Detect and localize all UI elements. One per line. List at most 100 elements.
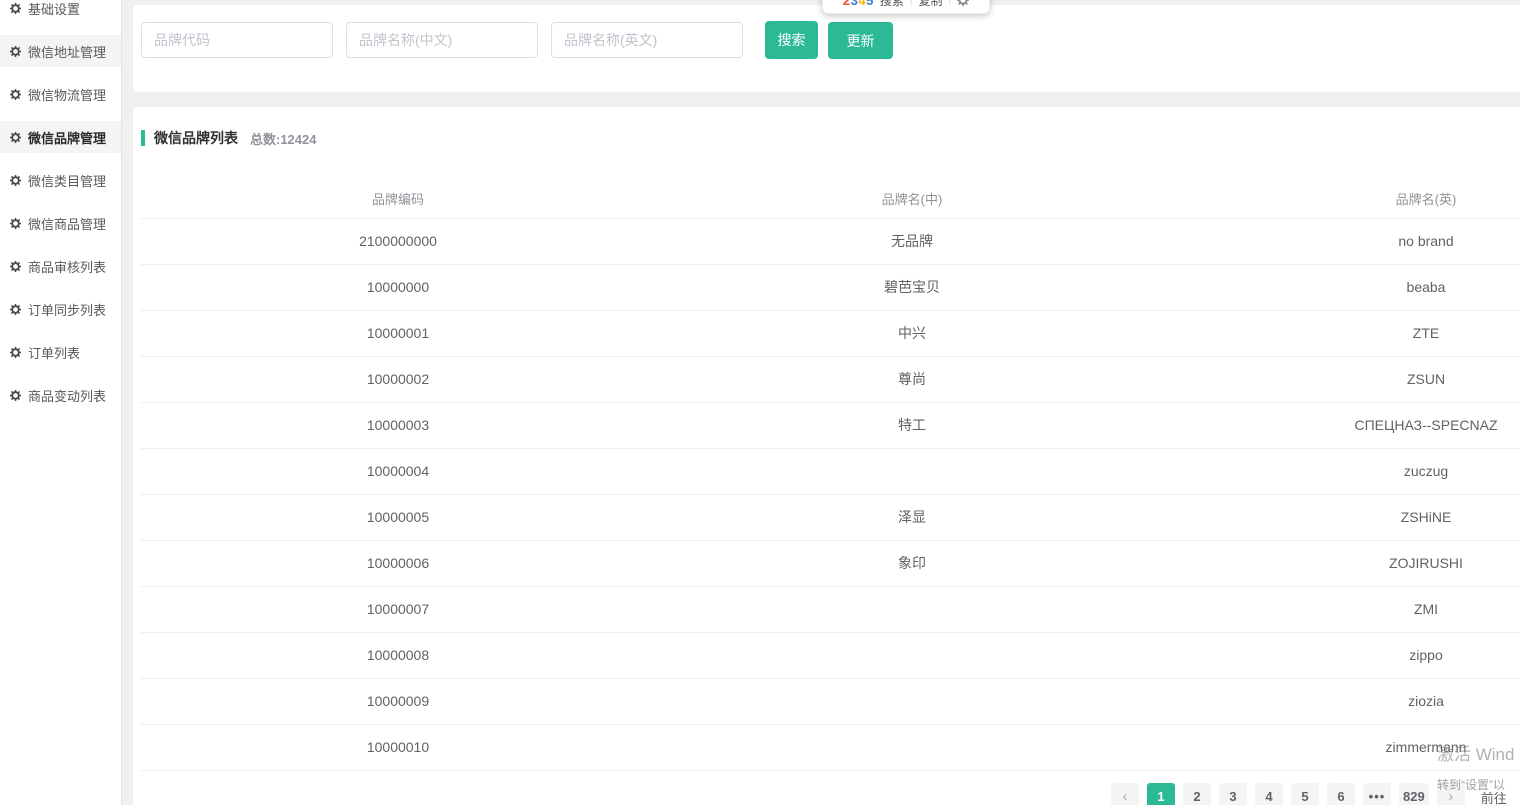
table-cell: СПЕЦНАЗ--SPECNAZ — [1169, 402, 1520, 449]
sidebar-item[interactable]: 微信品牌管理 — [0, 121, 121, 153]
page-button[interactable]: 6 — [1327, 783, 1355, 805]
pagination: ‹ 1 2 3 4 5 6 ••• 829 › 前往 — [1107, 783, 1507, 805]
panel-title-text: 微信品牌列表 — [154, 130, 238, 146]
sidebar: 基础设置 微信地址管理 微信物流管理 微信品牌管理 微信类目管理 微信商品管理 … — [0, 0, 122, 805]
sidebar-item-label: 微信物流管理 — [28, 87, 107, 103]
table-cell: 10000000 — [141, 264, 655, 311]
gear-icon — [10, 88, 21, 100]
gear-icon — [10, 131, 21, 143]
table-cell: 10000010 — [141, 724, 655, 771]
sidebar-item[interactable]: 微信地址管理 — [0, 35, 121, 67]
table-row: 10000005 泽显 ZSHiNE — [141, 494, 1520, 541]
page-button[interactable]: 2 — [1183, 783, 1211, 805]
sidebar-item-label: 微信地址管理 — [28, 44, 107, 60]
table-row: 10000008 zippo — [141, 632, 1520, 679]
ext-search-action[interactable]: 搜索 — [879, 0, 904, 8]
gear-icon — [10, 174, 21, 186]
sidebar-item-label: 商品变动列表 — [28, 388, 107, 404]
sidebar-item[interactable]: 微信类目管理 — [0, 164, 121, 196]
main-content: 搜索 更新 微信品牌列表 总数:12424 品牌编码 品牌名(中) 品牌名(英)… — [133, 5, 1520, 805]
brand-table-head: 品牌编码 品牌名(中) 品牌名(英) — [141, 180, 1520, 219]
table-cell: ZMI — [1169, 586, 1520, 633]
sidebar-item[interactable]: 商品变动列表 — [0, 379, 121, 411]
brand-code-input[interactable] — [141, 22, 333, 58]
page-button[interactable]: 3 — [1219, 783, 1247, 805]
col-header-brand-code: 品牌编码 — [141, 180, 655, 219]
ext-separator: | — [948, 0, 952, 6]
table-cell: 10000004 — [141, 448, 655, 495]
page-button[interactable]: 4 — [1255, 783, 1283, 805]
table-cell: 10000006 — [141, 540, 655, 587]
table-cell: ZSUN — [1169, 356, 1520, 403]
brand-table: 品牌编码 品牌名(中) 品牌名(英) 2100000000 无品牌 no brand… — [141, 180, 1520, 771]
next-page-button[interactable]: › — [1436, 783, 1465, 805]
brand-name-cn-input[interactable] — [346, 22, 538, 58]
brand-list-panel: 微信品牌列表 总数:12424 品牌编码 品牌名(中) 品牌名(英) 21000… — [133, 107, 1520, 805]
sidebar-item[interactable]: 微信物流管理 — [0, 78, 121, 110]
table-header-row: 品牌编码 品牌名(中) 品牌名(英) — [141, 180, 1520, 219]
brand-name-en-input[interactable] — [551, 22, 743, 58]
gear-icon — [10, 303, 21, 315]
page-button[interactable]: 1 — [1147, 783, 1175, 805]
table-row: 2100000000 无品牌 no brand — [141, 218, 1520, 265]
table-cell: 中兴 — [655, 310, 1169, 357]
search-button[interactable]: 搜索 — [765, 21, 818, 59]
table-cell: 10000009 — [141, 678, 655, 725]
table-cell: zippo — [1169, 632, 1520, 679]
sidebar-item-label: 订单同步列表 — [28, 302, 107, 318]
table-cell: ZSHiNE — [1169, 494, 1520, 541]
prev-page-button[interactable]: ‹ — [1111, 783, 1139, 805]
table-cell: beaba — [1169, 264, 1520, 311]
sidebar-item-label: 订单列表 — [28, 345, 81, 361]
table-cell: ziozia — [1169, 678, 1520, 725]
sidebar-item-label: 微信商品管理 — [28, 216, 107, 232]
brand-table-body: 2100000000 无品牌 no brand 10000000 碧芭宝贝 beaba 10… — [141, 218, 1520, 771]
sidebar-item-label: 基础设置 — [28, 1, 81, 17]
ext-copy-action[interactable]: 复制 — [918, 0, 943, 8]
sidebar-menu: 基础设置 微信地址管理 微信物流管理 微信品牌管理 微信类目管理 微信商品管理 … — [0, 0, 121, 411]
ext-2345-logo: 2345 — [843, 0, 874, 8]
sidebar-item[interactable]: 商品审核列表 — [0, 250, 121, 282]
gear-icon — [10, 260, 21, 272]
ext-gear-slot[interactable] — [957, 0, 970, 6]
page-button[interactable]: 829 — [1399, 783, 1429, 805]
more-pages-button[interactable]: ••• — [1363, 783, 1391, 805]
title-accent-bar — [141, 130, 145, 146]
ext-separator: | — [909, 0, 913, 6]
table-cell: 特工 — [655, 402, 1169, 449]
table-cell: 泽显 — [655, 494, 1169, 541]
update-button[interactable]: 更新 — [828, 22, 893, 59]
ext-logo-letter: 3 — [850, 0, 859, 8]
gear-icon — [10, 2, 21, 14]
panel-title: 微信品牌列表 总数:12424 — [141, 128, 316, 148]
table-cell: 无品牌 — [655, 218, 1169, 265]
gear-icon — [957, 0, 970, 6]
table-cell: 10000002 — [141, 356, 655, 403]
table-cell — [655, 632, 1169, 679]
col-header-brand-name-en: 品牌名(英) — [1169, 180, 1520, 219]
ext-logo-letter: 5 — [866, 0, 874, 8]
sidebar-item[interactable]: 微信商品管理 — [0, 207, 121, 239]
table-row: 10000003 特工 СПЕЦНАЗ--SPECNAZ — [141, 402, 1520, 449]
page-button[interactable]: 5 — [1291, 783, 1319, 805]
page-jumper-label: 前往 — [1480, 790, 1507, 805]
ext-logo-letter: 2 — [842, 0, 851, 8]
sidebar-item[interactable]: 订单列表 — [0, 336, 121, 368]
table-row: 10000002 尊尚 ZSUN — [141, 356, 1520, 403]
sidebar-item[interactable]: 基础设置 — [0, 0, 121, 24]
col-header-brand-name-cn: 品牌名(中) — [655, 180, 1169, 219]
table-cell — [655, 678, 1169, 725]
table-cell: 10000001 — [141, 310, 655, 357]
sidebar-item[interactable]: 订单同步列表 — [0, 293, 121, 325]
table-cell: 象印 — [655, 540, 1169, 587]
table-cell: no brand — [1169, 218, 1520, 265]
table-row: 10000004 zuczug — [141, 448, 1520, 495]
gear-icon — [10, 346, 21, 358]
table-cell — [655, 586, 1169, 633]
sidebar-item-label: 微信类目管理 — [28, 173, 107, 189]
table-cell: zimmermann — [1169, 724, 1520, 771]
table-cell: 10000007 — [141, 586, 655, 633]
table-cell — [655, 448, 1169, 495]
table-cell: 10000003 — [141, 402, 655, 449]
table-cell — [655, 724, 1169, 771]
